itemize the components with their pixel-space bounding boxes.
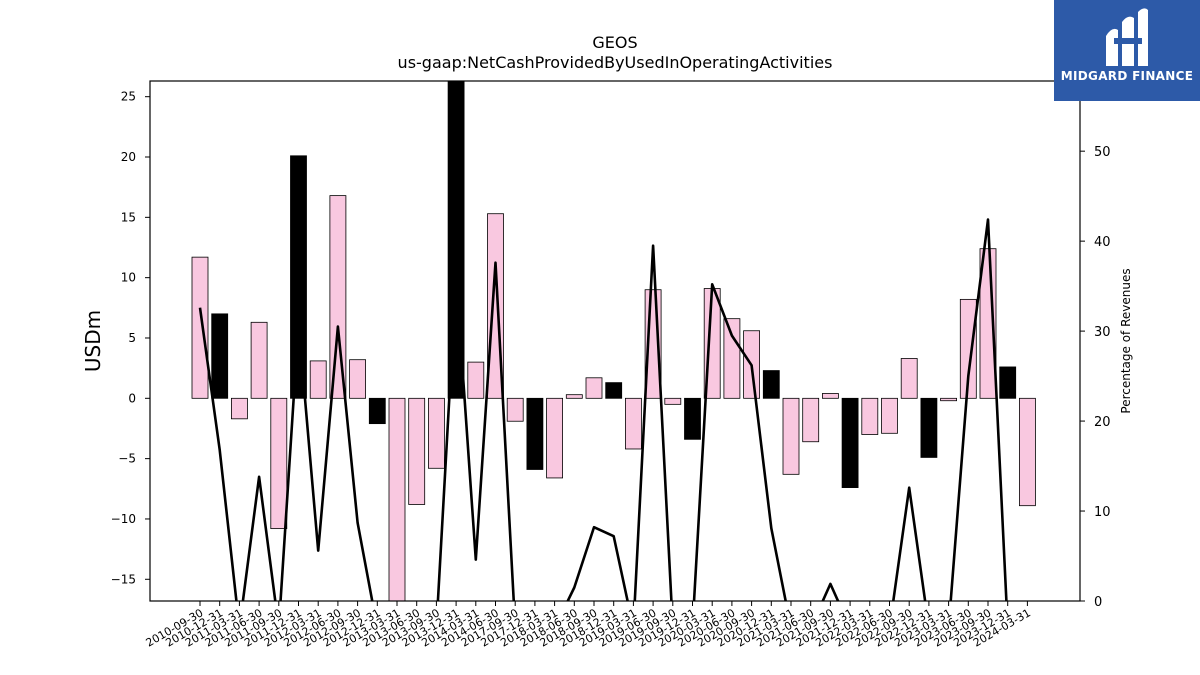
y-tick-label: −10 <box>111 512 136 526</box>
bar <box>900 358 918 399</box>
bar <box>388 397 406 601</box>
chart-title: GEOS <box>592 33 637 52</box>
y-tick-label: −15 <box>111 572 136 586</box>
bar <box>802 397 820 443</box>
bar <box>211 313 229 399</box>
y2-axis-label: Percentage of Revenues <box>1119 268 1133 413</box>
bar <box>526 397 544 470</box>
bar <box>684 397 701 440</box>
bar <box>349 359 367 399</box>
y-tick-label: 15 <box>121 210 136 224</box>
bar <box>467 361 485 399</box>
bar <box>290 155 307 399</box>
bar <box>664 397 682 405</box>
bar <box>999 366 1017 399</box>
bar <box>408 397 426 505</box>
bar <box>822 393 839 399</box>
bar-series <box>191 81 1036 601</box>
bar <box>506 397 524 422</box>
chart-subtitle: us-gaap:NetCashProvidedByUsedInOperating… <box>398 53 833 72</box>
line-series <box>198 218 1008 601</box>
y-tick-label: 10 <box>121 271 136 285</box>
y2-tick-label: 20 <box>1094 415 1111 430</box>
bar <box>881 397 898 434</box>
bar <box>762 370 780 399</box>
bar <box>250 321 268 399</box>
bar <box>585 377 603 399</box>
bar <box>309 360 327 399</box>
bar <box>427 397 445 469</box>
y2-tick-label: 10 <box>1094 505 1111 520</box>
y-axis-label: USDm <box>81 310 105 372</box>
logo-text: MIDGARD FINANCE <box>1060 69 1194 83</box>
bar <box>1019 397 1036 507</box>
y-tick-label: 5 <box>128 331 136 345</box>
y2-tick-label: 50 <box>1094 145 1111 160</box>
y-tick-label: 0 <box>128 391 136 405</box>
bar <box>329 195 347 399</box>
bar <box>191 256 209 399</box>
bar <box>565 394 583 399</box>
bar <box>841 397 859 488</box>
y2-tick-label: 40 <box>1094 235 1111 250</box>
plot-frame <box>149 80 1081 602</box>
bar <box>546 397 563 479</box>
bar <box>920 397 938 458</box>
bar <box>605 382 623 399</box>
y2-tick-label: 0 <box>1094 595 1102 610</box>
y-tick-label: 20 <box>121 150 136 164</box>
midgard-logo-icon <box>1106 8 1148 67</box>
y-tick-label: 25 <box>121 90 136 104</box>
y-tick-label: −5 <box>118 452 136 466</box>
bar <box>959 298 977 399</box>
plot-area: −15−10−50510152025010203040502010-09-302… <box>111 80 1111 650</box>
bar <box>782 397 800 475</box>
bar <box>861 397 879 435</box>
bar <box>270 397 288 530</box>
bar <box>230 397 248 420</box>
bar <box>940 397 957 402</box>
bar <box>723 318 741 399</box>
y2-tick-label: 30 <box>1094 325 1111 340</box>
bar <box>625 397 642 450</box>
bar <box>368 397 386 425</box>
brand-logo: MIDGARD FINANCE <box>1054 0 1200 101</box>
